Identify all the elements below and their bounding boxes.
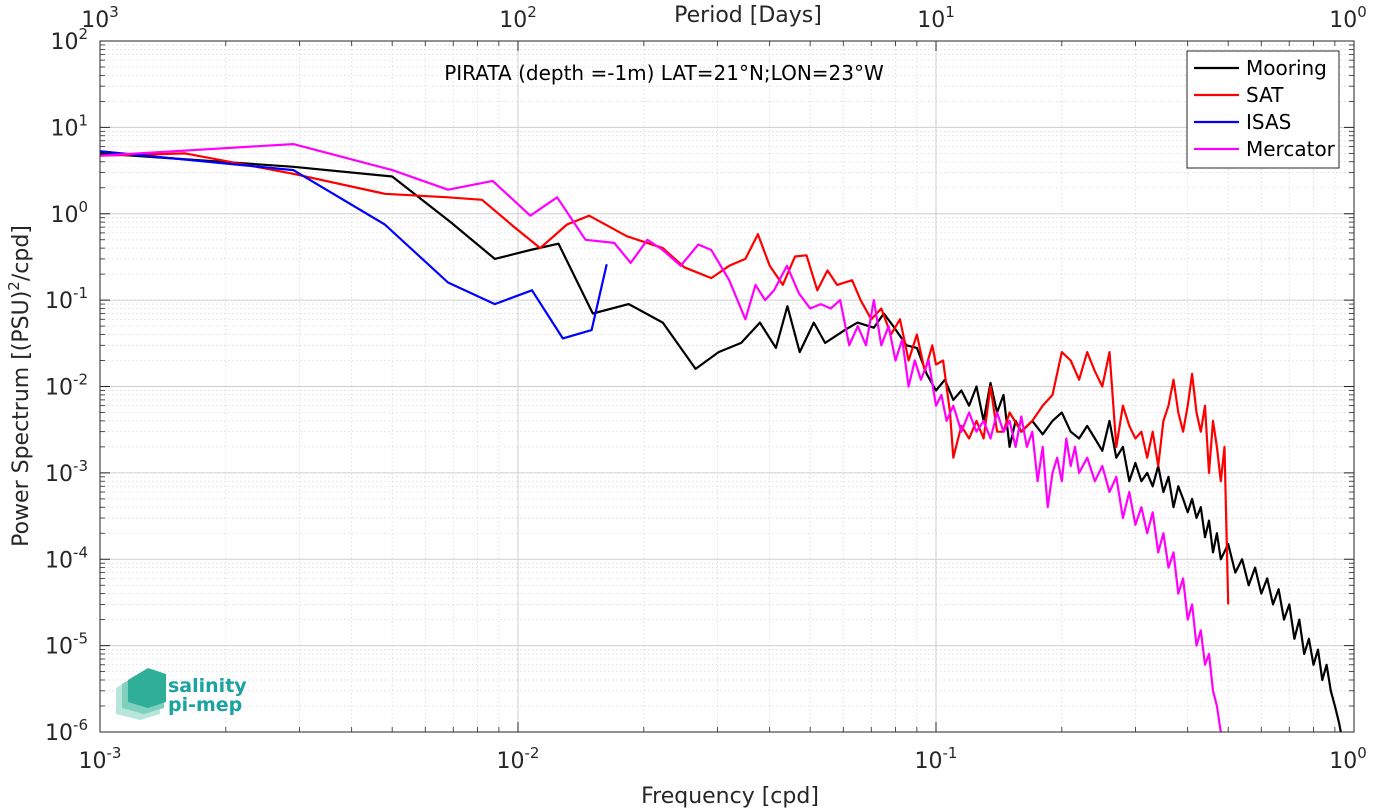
x2-axis-label: Period [Days]	[674, 3, 822, 28]
y-tick-label-exponent: 2	[78, 25, 88, 43]
y-axis-label-main: Power Spectrum [(PSU)	[9, 291, 34, 547]
logo-text-line2: pi-mep	[168, 694, 242, 716]
y-tick-label-exponent: 0	[78, 198, 88, 216]
x-tick-label-base: 10	[79, 749, 107, 774]
legend-label-mercator: Mercator	[1246, 137, 1336, 161]
legend-label-isas: ISAS	[1246, 110, 1291, 134]
x2-tick-label-base: 10	[917, 8, 945, 33]
y-tick-label-exponent: -5	[73, 630, 88, 648]
y-tick-label-exponent: -4	[73, 543, 88, 561]
y-tick-label: 102	[50, 25, 88, 55]
x2-tick-label: 101	[917, 3, 955, 33]
y-axis-label: Power Spectrum [(PSU)2/cpd]	[5, 225, 34, 547]
y-tick-label-exponent: -3	[73, 457, 88, 475]
y-tick-label-base: 10	[50, 30, 78, 55]
x-tick-label: 10-1	[915, 744, 958, 774]
legend: Mooring SAT ISAS Mercator	[1186, 50, 1340, 169]
tick-marks	[99, 40, 1355, 733]
y-tick-label-base: 10	[45, 376, 73, 401]
x-tick-label-exponent: -3	[107, 744, 122, 762]
logo-text-line1: salinity	[168, 675, 247, 697]
x2-tick-label: 100	[1329, 3, 1367, 33]
y-tick-label: 10-2	[45, 371, 88, 401]
y-tick-label-base: 10	[50, 203, 78, 228]
x-axis-label: Frequency [cpd]	[641, 784, 819, 809]
x-tick-label-base: 10	[497, 749, 525, 774]
logo-mark-icon	[116, 668, 166, 720]
y-tick-label-exponent: 1	[78, 111, 88, 129]
y-tick-label-exponent: -6	[73, 716, 88, 734]
x-tick-label: 100	[1329, 744, 1367, 774]
y-tick-label-base: 10	[45, 635, 73, 660]
minor-grid	[100, 41, 1354, 732]
y-axis-label-tail: /cpd]	[9, 225, 34, 281]
y-tick-label-base: 10	[45, 548, 73, 573]
series-line-mooring	[99, 152, 1342, 733]
x-tick-label: 10-3	[79, 744, 122, 774]
y-tick-label: 10-4	[45, 543, 88, 573]
x2-tick-label-base: 10	[499, 8, 527, 33]
legend-label-sat: SAT	[1246, 83, 1284, 107]
series-layer	[99, 143, 1342, 733]
y-axis-label-sup: 2	[5, 281, 23, 291]
x2-tick-label-exponent: 0	[1357, 3, 1367, 21]
salinity-pi-mep-logo: salinity pi-mep	[116, 668, 247, 720]
y-tick-label: 10-1	[45, 284, 88, 314]
y-tick-label: 10-5	[45, 630, 88, 660]
x2-tick-label: 102	[499, 3, 537, 33]
x2-tick-label-exponent: 2	[527, 3, 537, 21]
x2-tick-label-base: 10	[1329, 8, 1357, 33]
y-tick-label: 100	[50, 198, 88, 228]
series-line-mercator	[99, 143, 1222, 733]
legend-label-mooring: Mooring	[1246, 56, 1327, 80]
x-tick-label-exponent: -2	[525, 744, 540, 762]
y-tick-label: 10-6	[45, 716, 88, 746]
y-tick-label-base: 10	[45, 289, 73, 314]
y-tick-label: 10-3	[45, 457, 88, 487]
x2-tick-label-base: 10	[81, 8, 109, 33]
y-tick-label-base: 10	[45, 462, 73, 487]
y-tick-label-base: 10	[45, 721, 73, 746]
y-tick-label-exponent: -2	[73, 371, 88, 389]
y-tick-label-base: 10	[50, 116, 78, 141]
x2-tick-label-exponent: 3	[109, 3, 119, 21]
y-tick-label-exponent: -1	[73, 284, 88, 302]
x-tick-label-base: 10	[915, 749, 943, 774]
x-tick-label-base: 10	[1329, 749, 1357, 774]
series-line-isas	[99, 150, 608, 340]
x-tick-label-exponent: 0	[1357, 744, 1367, 762]
y-tick-label: 101	[50, 111, 88, 141]
series-line-sat	[99, 152, 1230, 605]
x2-tick-label-exponent: 1	[945, 3, 955, 21]
x-tick-label: 10-2	[497, 744, 540, 774]
x-tick-label-exponent: -1	[943, 744, 958, 762]
chart-title: PIRATA (depth =-1m) LAT=21°N;LON=23°W	[444, 61, 884, 85]
x2-tick-label: 103	[81, 3, 119, 33]
